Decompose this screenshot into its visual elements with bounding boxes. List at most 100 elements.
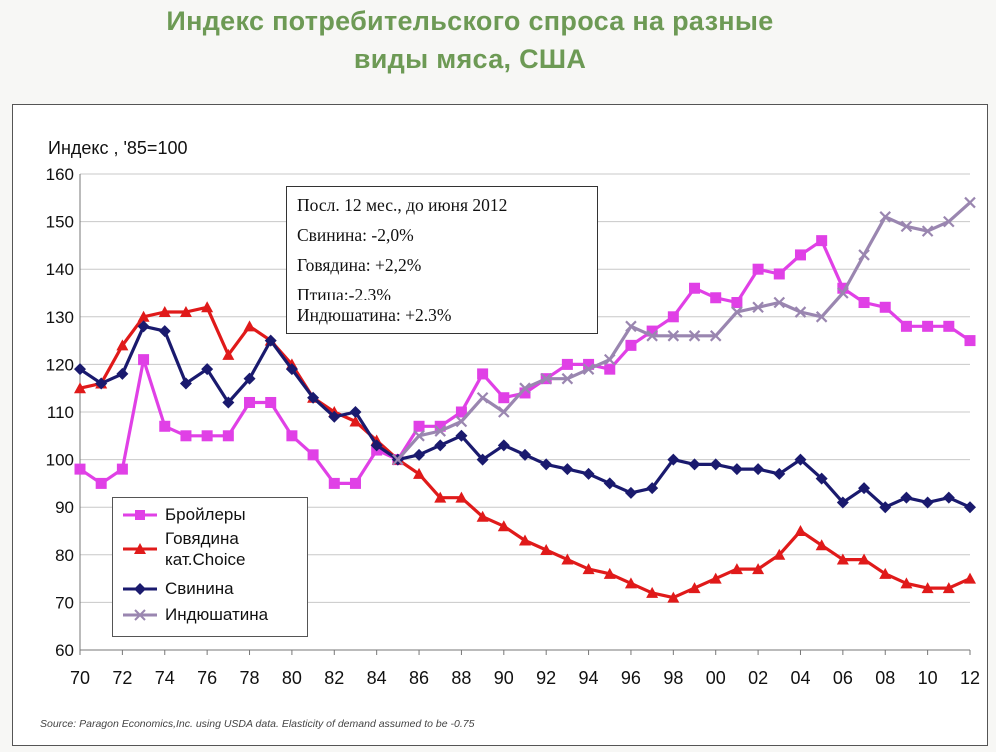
data-point	[879, 301, 891, 313]
x-tick-label: 90	[494, 668, 514, 688]
data-point	[603, 567, 616, 579]
data-point	[625, 320, 637, 333]
annotation-line2: Свинина: -2,0%	[297, 225, 414, 245]
data-point	[392, 453, 404, 466]
data-point	[943, 320, 955, 332]
data-point	[710, 292, 722, 304]
data-point-stroke	[815, 311, 828, 323]
data-point	[561, 463, 574, 476]
data-point	[222, 396, 235, 409]
annotation-line1: Посл. 12 мес., до июня 2012	[297, 195, 508, 215]
data-point	[730, 563, 743, 575]
series-line	[79, 324, 971, 509]
data-point	[709, 458, 722, 471]
data-point	[879, 211, 892, 223]
data-point	[434, 420, 446, 432]
data-point	[243, 372, 256, 385]
data-point	[667, 311, 679, 323]
data-point	[858, 249, 870, 261]
data-point-stroke	[879, 211, 892, 223]
data-point	[815, 472, 828, 485]
series-broilers	[74, 235, 976, 489]
data-point	[201, 363, 214, 376]
data-point	[582, 467, 595, 480]
data-point	[158, 306, 171, 318]
data-point	[921, 225, 934, 237]
data-point	[519, 382, 531, 394]
data-point-stroke	[498, 406, 510, 418]
data-point	[116, 339, 129, 351]
data-point	[455, 429, 468, 442]
x-tick-label: 70	[70, 668, 90, 688]
data-point	[815, 539, 828, 551]
data-point-stroke	[858, 249, 870, 261]
y-tick-label: 130	[46, 308, 74, 327]
x-tick-label: 84	[367, 668, 387, 688]
data-point	[837, 282, 849, 294]
data-point	[794, 249, 806, 261]
data-point	[794, 306, 807, 318]
data-point-stroke	[921, 225, 934, 237]
data-point	[159, 420, 171, 432]
x-tick-label: 98	[663, 668, 683, 688]
x-tick-label: 08	[875, 668, 895, 688]
y-tick-label: 160	[46, 165, 74, 184]
data-point	[413, 467, 426, 479]
data-point	[752, 301, 764, 314]
data-point	[794, 525, 807, 536]
data-point	[243, 320, 256, 332]
y-tick-label: 140	[46, 260, 74, 279]
data-point	[265, 396, 277, 408]
data-point	[921, 496, 934, 509]
data-point	[561, 553, 574, 565]
x-tick-label: 06	[833, 668, 853, 688]
data-point	[349, 406, 362, 418]
data-point	[244, 396, 256, 408]
data-point	[95, 377, 108, 390]
data-point	[95, 477, 107, 489]
data-point	[815, 311, 828, 323]
series-pork	[74, 320, 976, 514]
data-point	[731, 297, 743, 309]
y-tick-label: 80	[55, 546, 74, 565]
data-point-stroke	[582, 363, 595, 375]
data-point	[264, 334, 277, 347]
x-tick-label: 74	[155, 668, 175, 688]
data-point-stroke	[455, 415, 468, 428]
data-point-stroke	[561, 372, 574, 385]
legend-label-pork: Свинина	[165, 579, 234, 598]
x-tick-label: 86	[409, 668, 429, 688]
data-point	[180, 430, 192, 442]
data-point	[116, 367, 129, 380]
data-point	[307, 449, 319, 461]
annotation-line3: Говядина: +2,2%	[297, 255, 422, 275]
data-point	[603, 353, 616, 366]
data-point-stroke	[900, 220, 913, 233]
data-point-stroke	[434, 425, 447, 437]
data-point	[773, 268, 785, 280]
data-point	[137, 310, 150, 322]
data-point-stroke	[413, 430, 425, 442]
y-tick-label: 150	[46, 213, 74, 232]
x-tick-label: 96	[621, 668, 641, 688]
annotation-box: Посл. 12 мес., до июня 2012 Свинина: -2,…	[286, 186, 598, 334]
data-point	[858, 482, 871, 495]
data-point	[561, 372, 574, 385]
source-note: Source: Paragon Economics,Inc. using USD…	[40, 718, 475, 730]
chart-title: Индекс потребительского спроса на разные…	[60, 2, 880, 78]
data-point	[349, 477, 361, 489]
data-point	[752, 263, 764, 275]
data-point	[900, 320, 912, 332]
data-point	[540, 458, 553, 471]
data-point	[179, 306, 192, 318]
data-point	[476, 453, 489, 466]
x-tick-label: 92	[536, 668, 556, 688]
data-point	[604, 363, 616, 375]
data-point-stroke	[773, 296, 786, 309]
data-point	[328, 477, 340, 489]
annotation-line4: Птица:-2.3%	[297, 285, 391, 300]
x-tick-label: 88	[451, 668, 471, 688]
data-point	[942, 582, 955, 594]
data-point	[201, 301, 214, 313]
